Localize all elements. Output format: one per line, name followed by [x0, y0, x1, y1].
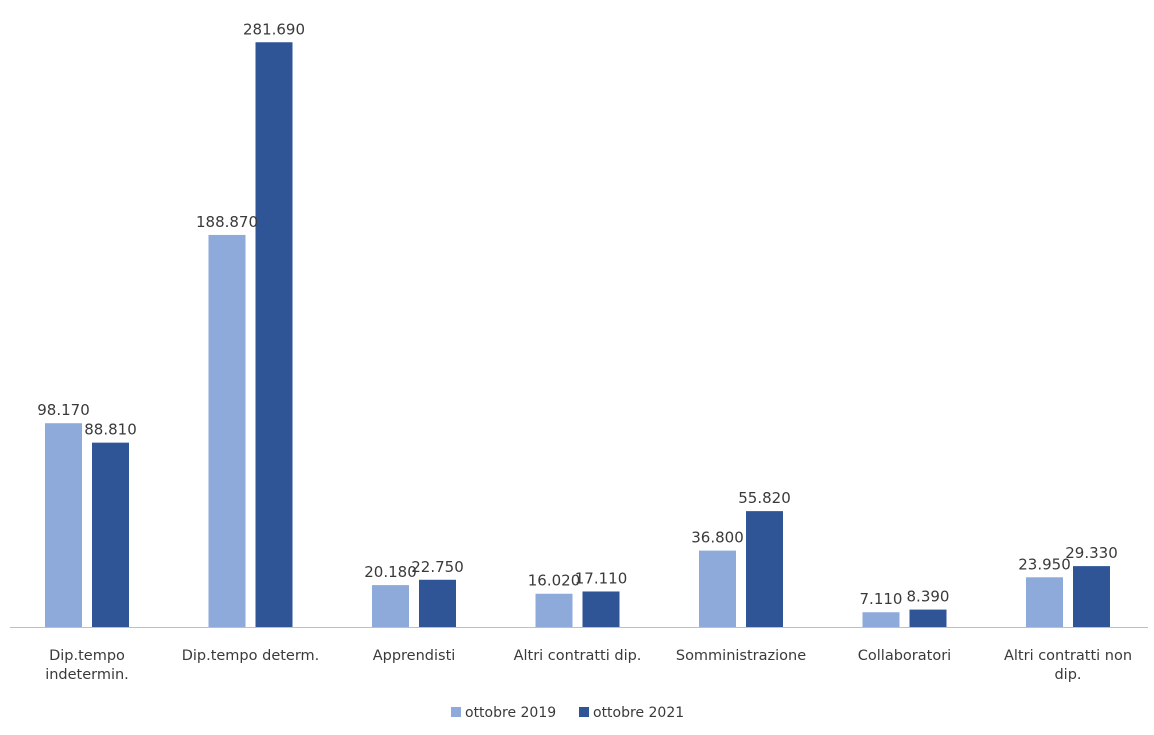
data-label-2021-6: 29.330 [1065, 544, 1118, 562]
legend-label-2021: ottobre 2021 [593, 705, 684, 721]
bar-2021-2 [419, 579, 456, 627]
bar-2021-3 [582, 591, 620, 627]
legend-swatch-2019 [451, 707, 461, 717]
legend-label-2019: ottobre 2019 [465, 705, 556, 721]
data-label-2021-2: 22.750 [411, 558, 464, 576]
legend: ottobre 2019 ottobre 2021 [451, 705, 684, 721]
category-label-2: Apprendisti [373, 648, 456, 664]
data-label-2019-5: 7.110 [860, 590, 903, 608]
category-label-4: Somministrazione [676, 648, 806, 664]
bar-2019-0 [45, 423, 82, 627]
data-label-2019-4: 36.800 [691, 529, 744, 547]
bar-2019-2 [372, 585, 409, 627]
category-label-0: Dip.tempo indetermin. [45, 648, 129, 683]
bar-2021-6 [1073, 566, 1110, 627]
data-label-2021-3: 17.110 [575, 569, 628, 587]
data-label-2021-5: 8.390 [907, 588, 950, 606]
data-label-2019-1: 188.870 [196, 213, 258, 231]
legend-swatch-2021 [579, 707, 589, 717]
bar-2019-3 [535, 593, 573, 627]
data-label-2021-4: 55.820 [738, 489, 791, 507]
bar-2019-4 [699, 550, 736, 627]
bar-2019-5 [862, 612, 900, 627]
bar-2021-1 [255, 42, 293, 627]
data-label-2021-1: 281.690 [243, 20, 305, 38]
bar-2021-4 [746, 511, 783, 627]
category-label-6: Altri contratti non dip. [1004, 648, 1132, 683]
bar-2019-1 [208, 234, 246, 627]
bars-layer [45, 42, 1110, 627]
data-label-2019-0: 98.170 [37, 401, 90, 419]
category-label-5: Collaboratori [858, 648, 951, 664]
bar-2021-0 [92, 442, 129, 627]
bar-2021-5 [909, 609, 947, 627]
data-label-2019-3: 16.020 [528, 572, 581, 590]
data-label-2019-6: 23.950 [1018, 555, 1071, 573]
data-label-2021-0: 88.810 [84, 421, 137, 439]
bar-2019-6 [1026, 577, 1063, 627]
data-label-2019-2: 20.180 [364, 563, 417, 581]
category-label-3: Altri contratti dip. [514, 648, 642, 664]
category-labels-layer: Dip.tempo indetermin. Dip.tempo determ. App… [45, 648, 1132, 683]
category-label-1: Dip.tempo determ. [182, 648, 320, 664]
